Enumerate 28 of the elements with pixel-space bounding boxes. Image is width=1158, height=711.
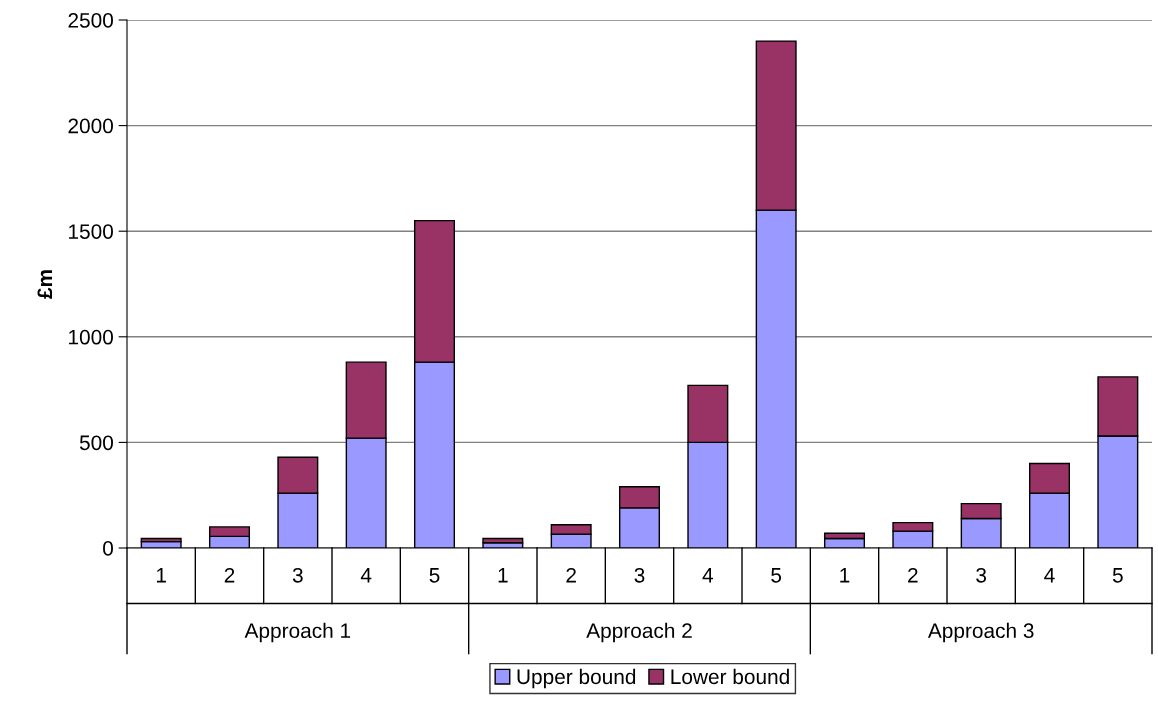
y-tick-label: 500 [79,435,113,451]
text: Approach 1 [244,622,351,643]
y-tick-label: 2000 [68,118,113,134]
text: Approach 2 [586,622,692,643]
legend-label: Upper bound [517,668,636,689]
x-tick-label: 2 [908,567,918,583]
x-tick-label: 5 [429,568,440,583]
x-tick-label: 4 [360,568,372,583]
x-tick-label: 4 [702,568,714,583]
y-tick-label: 1000 [69,329,113,345]
x-tick-label: 5 [1112,568,1123,583]
legend-label: Lower bound [671,668,789,685]
x-tick-label: 1 [840,568,850,583]
x-tick-label: 3 [976,567,987,583]
x-tick-label: 2 [566,567,576,583]
x-tick-label: 3 [634,567,645,583]
x-tick-label: 1 [156,568,166,583]
x-tick-label: 5 [771,568,782,583]
bar [482,537,524,544]
x-tick-label: 1 [498,568,508,583]
y-tick-label: 1500 [69,224,113,239]
text: Approach 3 [927,622,1034,643]
y-tick-label: 0 [103,541,113,556]
x-tick-label: 2 [224,567,235,583]
y-axis-title: £m [37,270,53,299]
y-tick-label: 2500 [68,13,113,28]
x-tick-label: 4 [1044,568,1055,583]
x-tick-label: 3 [292,567,303,583]
